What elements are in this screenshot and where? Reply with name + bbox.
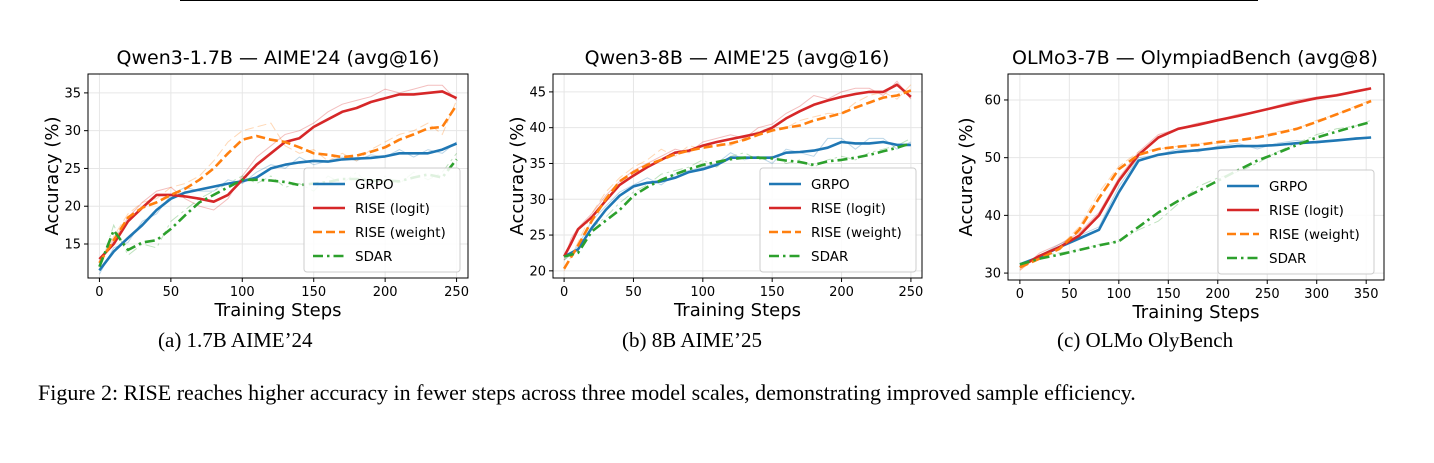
series-raw-line	[1019, 99, 1372, 271]
y-axis-label: Accuracy (%)	[507, 116, 528, 235]
y-tick-label: 35	[529, 157, 546, 172]
legend: GRPO RISE (logit) RISE (weight) SDAR	[1217, 169, 1375, 275]
legend-label: SDAR	[811, 249, 848, 265]
chart-b: Qwen3-8B — AIME'25 (avg@16) 0 50 100 150 200 2…	[507, 47, 923, 321]
x-tick-label: 200	[829, 285, 854, 300]
chart-panel-a: Qwen3-1.7B — AIME'24 (avg@16) 0 50 100 150 20…	[0, 40, 469, 321]
x-tick-label: 50	[625, 285, 642, 300]
x-tick-label: 200	[1205, 287, 1230, 302]
x-tick-label: 0	[1016, 287, 1024, 302]
legend-label: GRPO	[355, 177, 394, 193]
y-tick-label: 25	[64, 162, 81, 177]
chart-title: Qwen3-1.7B — AIME'24 (avg@16)	[117, 47, 440, 69]
legend-label: RISE (logit)	[1269, 203, 1344, 219]
subcaption-a: (a) 1.7B AIME’24	[158, 328, 313, 352]
series-line	[98, 104, 458, 264]
x-tick-label: 50	[163, 285, 180, 300]
y-axis-label: Accuracy (%)	[956, 117, 977, 236]
series-line	[562, 89, 912, 270]
legend-label: GRPO	[811, 177, 850, 193]
y-tick-label: 50	[984, 151, 1001, 166]
y-tick-label: 15	[64, 238, 81, 253]
series-line	[1019, 87, 1372, 269]
series-line	[98, 90, 458, 260]
x-tick-label: 150	[760, 285, 785, 300]
y-tick-label: 25	[529, 229, 546, 244]
series-raw-line	[98, 84, 457, 264]
x-tick-label: 100	[1106, 287, 1131, 302]
legend-label: GRPO	[1269, 179, 1308, 195]
chart-panel-c: OLMo3-7B — OlympiadBench (avg@8) 0 50 100 15…	[950, 40, 1410, 323]
legend-label: RISE (logit)	[811, 201, 886, 217]
axes-frame	[1007, 73, 1385, 281]
series-raw-line	[563, 137, 912, 261]
series-raw-line	[1019, 119, 1372, 268]
series-line	[1019, 136, 1372, 266]
x-tick-label: 200	[373, 285, 398, 300]
x-tick-label: 250	[898, 285, 923, 300]
top-rule	[180, 0, 1258, 1]
y-tick-label: 60	[984, 93, 1001, 108]
chart-title: OLMo3-7B — OlympiadBench (avg@8)	[1012, 47, 1378, 69]
legend-box	[1217, 169, 1375, 275]
legend-label: SDAR	[1269, 251, 1306, 267]
plot-area	[1019, 87, 1372, 271]
x-axis-label: Training Steps	[1131, 302, 1259, 323]
x-axis-label: Training Steps	[213, 300, 341, 321]
y-tick-label: 30	[529, 193, 546, 208]
series-raw-line	[98, 100, 458, 267]
y-axis-label: Accuracy (%)	[42, 116, 63, 235]
series-line	[563, 142, 912, 258]
chart-c: OLMo3-7B — OlympiadBench (avg@8) 0 50 100 15…	[956, 47, 1385, 323]
legend-label: RISE (weight)	[355, 225, 446, 241]
series-raw-line	[563, 84, 912, 272]
axes-frame	[552, 73, 923, 279]
legend-label: RISE (logit)	[355, 201, 430, 217]
chart-panel-b: Qwen3-8B — AIME'25 (avg@16) 0 50 100 150 200 2…	[485, 40, 945, 321]
x-tick-label: 150	[301, 285, 326, 300]
legend: GRPO RISE (logit) RISE (weight) SDAR	[759, 167, 917, 273]
y-tick-label: 30	[64, 124, 81, 139]
legend-label: SDAR	[355, 249, 392, 265]
y-tick-label: 20	[64, 200, 81, 215]
legend-box	[303, 167, 461, 273]
y-tick-label: 30	[984, 267, 1001, 282]
x-tick-label: 100	[690, 285, 715, 300]
legend-box	[759, 167, 917, 273]
y-tick-label: 45	[529, 85, 546, 100]
figure-caption: Figure 2: RISE reaches higher accuracy i…	[38, 380, 1136, 405]
x-tick-label: 50	[1061, 287, 1078, 302]
legend-label: RISE (weight)	[811, 225, 902, 241]
x-tick-label: 100	[230, 285, 255, 300]
legend: GRPO RISE (logit) RISE (weight) SDAR	[303, 167, 461, 273]
x-tick-label: 250	[1255, 287, 1280, 302]
axes-frame	[87, 73, 469, 279]
chart-a: Qwen3-1.7B — AIME'24 (avg@16) 0 50 100 150 20…	[42, 47, 469, 321]
chart-title: Qwen3-8B — AIME'25 (avg@16)	[585, 47, 890, 69]
x-tick-label: 250	[444, 285, 469, 300]
y-tick-label: 20	[529, 264, 546, 279]
subcaption-c: (c) OLMo OlyBench	[1057, 328, 1234, 352]
x-tick-label: 0	[95, 285, 103, 300]
series-raw-line	[563, 80, 912, 261]
y-tick-label: 40	[529, 121, 546, 136]
plot-area	[562, 80, 912, 272]
series-line	[98, 142, 458, 272]
y-tick-label: 35	[64, 86, 81, 101]
legend-label: RISE (weight)	[1269, 227, 1360, 243]
x-tick-label: 350	[1354, 287, 1379, 302]
y-tick-label: 40	[984, 209, 1001, 224]
series-raw-line	[563, 137, 912, 261]
series-line	[1019, 99, 1372, 269]
x-axis-label: Training Steps	[673, 300, 801, 321]
subcaption-b: (b) 8B AIME’25	[622, 328, 762, 352]
x-tick-label: 300	[1304, 287, 1329, 302]
x-tick-label: 0	[560, 285, 568, 300]
x-tick-label: 150	[1156, 287, 1181, 302]
